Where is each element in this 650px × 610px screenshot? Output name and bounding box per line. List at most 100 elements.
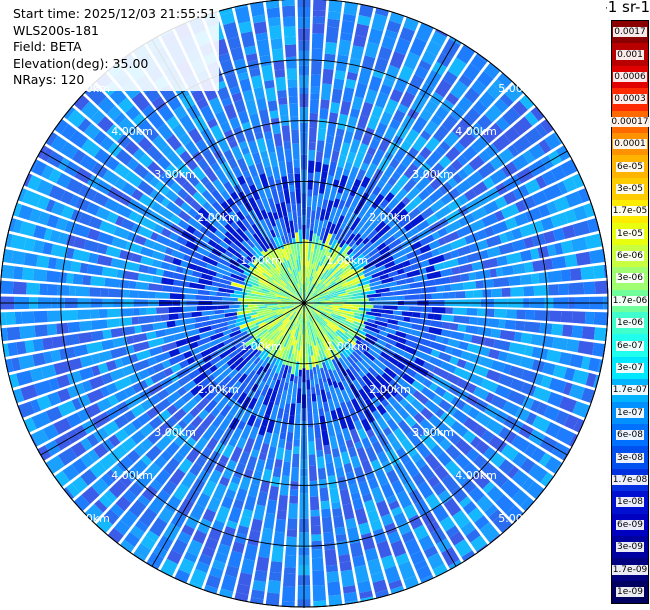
ray-gate bbox=[237, 175, 246, 186]
ray-gate bbox=[322, 263, 331, 274]
ray-gate bbox=[363, 321, 378, 329]
ray-gate bbox=[283, 216, 290, 228]
ray-gate bbox=[342, 380, 349, 388]
ray-gate bbox=[508, 365, 525, 379]
ray-gate bbox=[283, 382, 289, 391]
ray-gate bbox=[298, 369, 302, 377]
ray-gate bbox=[307, 283, 315, 297]
ray-gate bbox=[160, 558, 178, 577]
ray-gate bbox=[215, 505, 230, 524]
ray-gate bbox=[346, 71, 358, 81]
ray-gate bbox=[175, 145, 186, 156]
ray-gate bbox=[287, 173, 295, 186]
ray-gate bbox=[441, 321, 451, 330]
ray-gate bbox=[394, 37, 411, 56]
ray-gate bbox=[324, 308, 333, 312]
ray-gate bbox=[285, 307, 298, 317]
ray-gate bbox=[560, 159, 578, 177]
ray-gate bbox=[332, 317, 345, 325]
ray-gate bbox=[585, 372, 597, 388]
ray-gate bbox=[384, 281, 397, 288]
ray-gate bbox=[254, 257, 265, 268]
ray-gate bbox=[419, 234, 435, 246]
ray-gate bbox=[477, 308, 486, 317]
ray-gate bbox=[22, 189, 42, 207]
ray-gate bbox=[311, 310, 320, 319]
ray-gate bbox=[249, 337, 261, 348]
ray-gate bbox=[271, 546, 284, 563]
ray-gate bbox=[477, 71, 494, 88]
ray-gate bbox=[366, 372, 377, 384]
ray-gate bbox=[269, 390, 278, 403]
ray-gate bbox=[217, 224, 228, 235]
ray-gate bbox=[250, 274, 260, 281]
ray-gate bbox=[141, 485, 158, 502]
ray-gate bbox=[208, 469, 222, 485]
ray-gate bbox=[327, 11, 341, 20]
ray-gate bbox=[200, 374, 215, 388]
ray-gate bbox=[315, 438, 323, 451]
ray-gate bbox=[166, 423, 184, 441]
ray-gate bbox=[259, 54, 272, 67]
ray-gate bbox=[337, 476, 348, 491]
ray-gate bbox=[217, 321, 229, 328]
ray-gate bbox=[374, 297, 381, 301]
ray-gate bbox=[132, 333, 148, 343]
ray-gate bbox=[269, 561, 283, 573]
ray-gate bbox=[364, 499, 377, 513]
ray-gate bbox=[564, 254, 578, 268]
ray-gate bbox=[502, 107, 521, 126]
ray-gate bbox=[340, 32, 353, 42]
ray-gate bbox=[345, 439, 355, 449]
ray-gate bbox=[276, 333, 283, 341]
ray-gate bbox=[140, 438, 154, 452]
ray-gate bbox=[481, 429, 495, 444]
ray-gate bbox=[431, 292, 444, 299]
ray-gate bbox=[221, 495, 234, 510]
ray-gate bbox=[66, 178, 84, 195]
ray-gate bbox=[525, 309, 535, 320]
ray-gate bbox=[184, 317, 196, 325]
ray-gate bbox=[364, 325, 380, 334]
ray-gate bbox=[397, 522, 412, 536]
ray-gate bbox=[278, 325, 285, 332]
ray-gate bbox=[265, 592, 280, 606]
ray-gate bbox=[323, 305, 333, 309]
ray-gate bbox=[480, 460, 498, 479]
ray-gate bbox=[432, 504, 449, 523]
ray-gate bbox=[147, 337, 165, 348]
ray-gate bbox=[230, 326, 241, 333]
ray-gate bbox=[543, 405, 560, 422]
ray-gate bbox=[416, 219, 430, 232]
ray-gate bbox=[499, 232, 508, 244]
ray-gate bbox=[322, 68, 334, 85]
ray-gate bbox=[383, 305, 398, 310]
ray-gate bbox=[320, 242, 325, 251]
ray-gate bbox=[593, 312, 608, 326]
ray-gate bbox=[240, 424, 253, 441]
ray-gate bbox=[287, 300, 297, 302]
ray-gate bbox=[95, 206, 111, 221]
ray-gate bbox=[337, 370, 346, 382]
ray-gate bbox=[165, 189, 179, 203]
ray-gate bbox=[376, 242, 387, 251]
ray-gate bbox=[192, 166, 206, 181]
ray-gate bbox=[253, 359, 264, 372]
ray-gate bbox=[198, 409, 209, 420]
ray-gate bbox=[287, 380, 294, 395]
ray-gate bbox=[294, 223, 299, 233]
ray-gate bbox=[336, 285, 347, 292]
ray-gate bbox=[404, 403, 419, 418]
ray-gate bbox=[245, 53, 258, 62]
ray-gate bbox=[483, 446, 498, 461]
ray-gate bbox=[290, 295, 298, 300]
ray-gate bbox=[246, 292, 262, 298]
ray-gate bbox=[419, 251, 434, 261]
ray-gate bbox=[234, 6, 251, 24]
ray-gate bbox=[484, 143, 500, 158]
ray-gate bbox=[343, 130, 354, 144]
ray-gate bbox=[149, 176, 160, 188]
ray-gate bbox=[104, 198, 120, 213]
ray-gate bbox=[433, 465, 449, 481]
ray-gate bbox=[420, 574, 434, 584]
